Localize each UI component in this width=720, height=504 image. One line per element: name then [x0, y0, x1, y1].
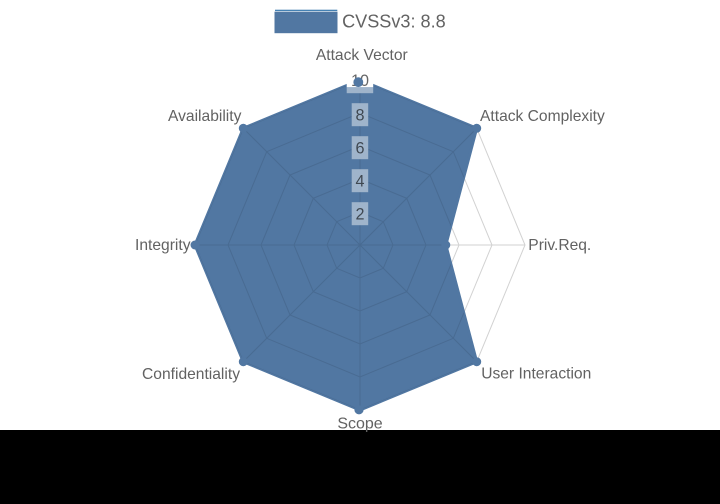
svg-text:4: 4 [355, 173, 364, 191]
svg-text:Attack Complexity: Attack Complexity [480, 108, 605, 125]
svg-text:2: 2 [355, 206, 364, 224]
svg-text:User Interaction: User Interaction [481, 365, 591, 382]
svg-text:Availability: Availability [168, 108, 242, 125]
svg-text:6: 6 [355, 140, 364, 158]
svg-text:8: 8 [355, 107, 364, 125]
svg-text:Scope: Scope [337, 416, 382, 433]
svg-text:CVSSv3: 8.8: CVSSv3: 8.8 [342, 12, 446, 32]
svg-text:Attack Vector: Attack Vector [316, 47, 408, 64]
svg-text:Confidentiality: Confidentiality [142, 366, 240, 383]
svg-text:Priv.Req.: Priv.Req. [528, 237, 591, 254]
svg-text:Integrity: Integrity [135, 237, 191, 254]
